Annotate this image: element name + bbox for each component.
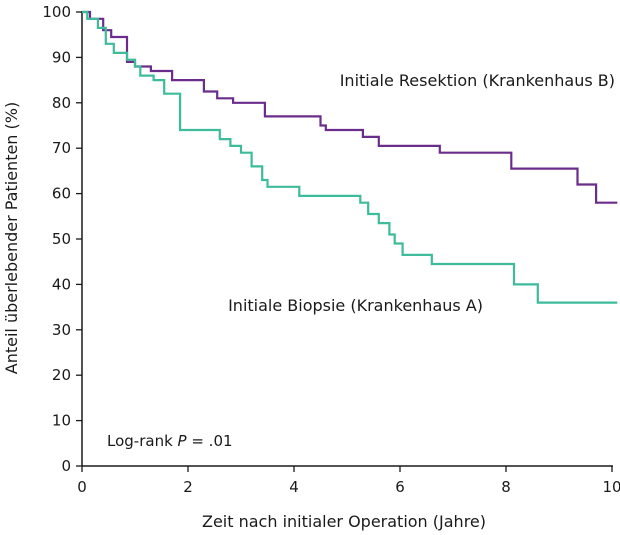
- log-rank-value: = .01: [187, 432, 233, 450]
- y-tick-label: 60: [52, 185, 71, 203]
- series-label-resektion: Initiale Resektion (Krankenhaus B): [340, 71, 615, 90]
- y-tick-label: 0: [61, 457, 71, 475]
- y-tick-label: 40: [52, 275, 71, 293]
- x-tick-label: 10: [602, 478, 620, 496]
- x-tick-label: 2: [183, 478, 193, 496]
- x-tick-label: 4: [289, 478, 299, 496]
- log-rank-annotation: Log-rank P = .01: [107, 432, 233, 450]
- y-axis-label: Anteil überlebender Patienten (%): [2, 102, 21, 374]
- y-tick-label: 70: [52, 139, 71, 157]
- y-tick-label: 20: [52, 366, 71, 384]
- x-tick-label: 8: [501, 478, 511, 496]
- y-tick-label: 50: [52, 230, 71, 248]
- x-tick-label: 6: [395, 478, 405, 496]
- y-ticks: 0 10 20 30 40 50 60 70 80 90 100: [42, 3, 82, 475]
- y-tick-label: 90: [52, 48, 71, 66]
- y-tick-label: 80: [52, 94, 71, 112]
- y-tick-label: 30: [52, 321, 71, 339]
- y-tick-label: 100: [42, 3, 71, 21]
- series-lines: [82, 10, 618, 304]
- x-axis-label: Zeit nach initialer Operation (Jahre): [202, 512, 486, 531]
- log-rank-prefix: Log-rank: [107, 432, 178, 450]
- x-tick-label: 0: [77, 478, 87, 496]
- log-rank-p: P: [178, 432, 188, 450]
- series-line-biopsie: [82, 10, 618, 304]
- y-tick-label: 10: [52, 412, 71, 430]
- series-label-biopsie: Initiale Biopsie (Krankenhaus A): [228, 296, 483, 315]
- x-ticks: 0 2 4 6 8 10: [77, 466, 620, 496]
- series-line-resektion: [82, 10, 618, 204]
